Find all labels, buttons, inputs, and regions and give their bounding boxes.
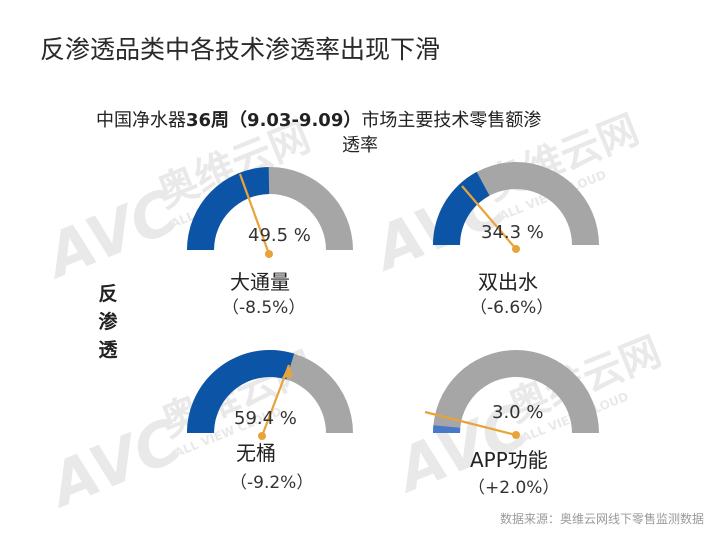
gauge-needle <box>461 185 517 250</box>
gauge-filled-arc <box>186 349 295 433</box>
gauge-change-label: （-6.6%） <box>470 298 554 318</box>
chart-title-pre: 中国净水器 <box>96 110 186 131</box>
chart-title-line-1: 中国净水器36周（9.03-9.09）市场主要技术零售额渗 <box>96 106 541 132</box>
gauge-needle-hub <box>512 431 520 439</box>
gauge-change-label: （+2.0%） <box>468 478 560 498</box>
slide-title: 反渗透品类中各技术渗透率出现下滑 <box>40 35 441 64</box>
gauge-track <box>433 350 599 433</box>
gauge-needle-hub <box>258 432 266 440</box>
gauge-needle-arrowhead <box>282 365 293 378</box>
gauge <box>433 162 599 253</box>
gauge-needle <box>238 173 271 255</box>
gauge-category-label: 无桶 <box>236 441 276 465</box>
gauge-category-label: APP功能 <box>470 448 548 472</box>
side-label: 反渗透 <box>98 283 118 361</box>
gauge <box>424 350 599 439</box>
gauge-category-label: 大通量 <box>230 270 290 294</box>
gauge-needle-hub <box>265 250 273 258</box>
gauge-value-label: 3.0 % <box>492 402 544 423</box>
gauge <box>187 167 353 258</box>
gauge-category-label: 双出水 <box>478 270 538 294</box>
data-source-note: 数据来源：奥维云网线下零售监测数据 <box>499 512 704 526</box>
gauge-change-label: （-8.5%） <box>222 298 306 318</box>
gauge-filled-arc <box>433 171 490 245</box>
chart-title-line-2: 透率 <box>342 135 378 156</box>
gauge-needle <box>424 410 517 437</box>
gauge-value-label: 34.3 % <box>481 222 544 243</box>
chart-title-post: 市场主要技术零售额渗 <box>361 110 542 131</box>
gauge-change-label: （-9.2%） <box>230 473 314 493</box>
gauge-filled-arc <box>433 425 461 433</box>
gauge-needle-hub <box>512 245 520 253</box>
gauge-value-label: 59.4 % <box>234 408 297 429</box>
gauge-value-label: 49.5 % <box>248 225 311 246</box>
chart-title-bold: 36周（9.03-9.09） <box>186 110 362 131</box>
gauge-filled-arc <box>187 167 270 250</box>
